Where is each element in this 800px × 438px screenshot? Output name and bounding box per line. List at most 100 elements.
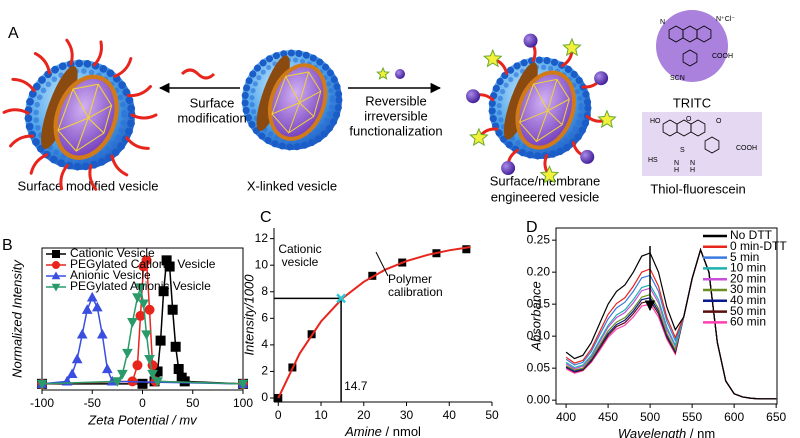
panel-label: D bbox=[526, 219, 538, 236]
x-tick-label: 10 bbox=[314, 408, 328, 422]
y-tick-label: 0.25 bbox=[527, 232, 551, 246]
y-tick-label: 0.15 bbox=[527, 296, 551, 310]
annotation-pointer bbox=[375, 251, 389, 277]
marker bbox=[462, 245, 471, 254]
x-tick-label: 50 bbox=[485, 408, 499, 422]
panel-label: B bbox=[2, 237, 13, 254]
axis-label: Normalized Intensity bbox=[9, 259, 24, 378]
marker bbox=[112, 377, 123, 387]
legend-label: PEGylated Cationic Vesicle bbox=[70, 257, 216, 271]
polymer-chain bbox=[88, 164, 98, 191]
axis-label: Absorbance bbox=[528, 281, 543, 351]
marker bbox=[52, 250, 60, 258]
arrow-label: functionalization bbox=[349, 123, 442, 138]
y-tick-label: 0 bbox=[261, 390, 268, 404]
marker bbox=[155, 335, 166, 346]
intersection-marker bbox=[336, 293, 346, 304]
arrow-label: irreversible bbox=[364, 108, 428, 123]
x-tick-label: -50 bbox=[84, 396, 102, 410]
polymer-chain bbox=[2, 108, 30, 115]
marker bbox=[91, 301, 103, 312]
axis-label: Zeta Potential / mv bbox=[87, 412, 198, 427]
axis-label-part: Wavelength bbox=[618, 426, 686, 438]
atom-label: S bbox=[680, 147, 685, 154]
polymer-chain bbox=[180, 68, 216, 80]
legend-label: 60 min bbox=[730, 315, 766, 329]
vesicle bbox=[25, 60, 135, 170]
compound-name: TRITC bbox=[673, 95, 711, 110]
x-tick-label: 650 bbox=[766, 410, 786, 424]
atom-label: N⁺Cl⁻ bbox=[716, 16, 735, 23]
star bbox=[482, 48, 503, 68]
marker bbox=[101, 363, 113, 374]
marker bbox=[66, 368, 78, 379]
x-tick-label: 30 bbox=[400, 408, 414, 422]
ring bbox=[690, 119, 706, 137]
marker bbox=[141, 330, 152, 340]
atom-label: H bbox=[674, 167, 679, 174]
legend-label: Cationic Vesicle bbox=[70, 246, 155, 260]
axis-label-part: / nm bbox=[686, 426, 715, 438]
vesicle bbox=[489, 57, 591, 159]
star bbox=[597, 109, 617, 129]
ball bbox=[523, 33, 538, 48]
ball bbox=[466, 89, 481, 104]
marker bbox=[76, 328, 88, 339]
annotation: Polymer bbox=[388, 272, 432, 286]
ring bbox=[696, 25, 712, 43]
panel-label: C bbox=[260, 209, 272, 226]
x-tick-label: 550 bbox=[682, 410, 702, 424]
annotation: calibration bbox=[388, 285, 443, 299]
atom-label: N bbox=[674, 160, 679, 167]
marker bbox=[237, 379, 249, 390]
annotation: vesicle bbox=[282, 255, 319, 269]
y-tick-label: 0.20 bbox=[527, 264, 551, 278]
x-tick-label: 50 bbox=[186, 396, 200, 410]
marker bbox=[122, 348, 133, 359]
axis-label-part: Amine bbox=[344, 424, 382, 438]
marker bbox=[132, 293, 143, 303]
legend-label: 20 min bbox=[730, 271, 766, 285]
marker bbox=[144, 304, 155, 315]
marker bbox=[71, 353, 83, 364]
polymer-chain bbox=[29, 153, 49, 175]
compound-name: Thiol-fluorescein bbox=[650, 181, 745, 196]
legend-label: 10 min bbox=[730, 261, 766, 275]
ring bbox=[682, 49, 698, 67]
ball bbox=[580, 149, 595, 164]
marker bbox=[135, 310, 146, 321]
marker bbox=[164, 261, 175, 272]
marker bbox=[144, 355, 155, 365]
arrow-label: modification bbox=[177, 110, 246, 125]
atom-label: COOH bbox=[712, 53, 733, 60]
ball bbox=[594, 71, 609, 86]
star bbox=[376, 66, 390, 80]
marker bbox=[117, 369, 128, 380]
marker bbox=[137, 378, 148, 389]
atom-label: O bbox=[716, 118, 722, 125]
panel-label: A bbox=[8, 25, 19, 42]
vesicle-label: engineered vesicle bbox=[491, 189, 599, 204]
arrow-label: Surface bbox=[190, 95, 235, 110]
x-tick-label: 20 bbox=[357, 408, 371, 422]
marker bbox=[152, 377, 163, 387]
atom-label: O bbox=[686, 116, 692, 123]
series-line bbox=[565, 247, 777, 400]
y-tick-label: 8 bbox=[261, 284, 268, 298]
marker bbox=[132, 360, 143, 371]
axis-label: Wavelength / nm bbox=[618, 426, 715, 438]
y-tick-label: 2 bbox=[261, 364, 268, 378]
marker bbox=[52, 261, 60, 269]
polymer-chain bbox=[113, 57, 133, 78]
marker bbox=[36, 379, 48, 390]
x-tick-label: 500 bbox=[640, 410, 660, 424]
y-tick-label: 10 bbox=[255, 257, 269, 271]
marker bbox=[96, 328, 108, 339]
series-line bbox=[277, 246, 471, 399]
atom-label: N bbox=[690, 160, 695, 167]
marker bbox=[127, 317, 138, 328]
marker bbox=[51, 283, 61, 292]
annotation: Cationic bbox=[278, 242, 321, 256]
tritc-highlight bbox=[656, 10, 728, 82]
